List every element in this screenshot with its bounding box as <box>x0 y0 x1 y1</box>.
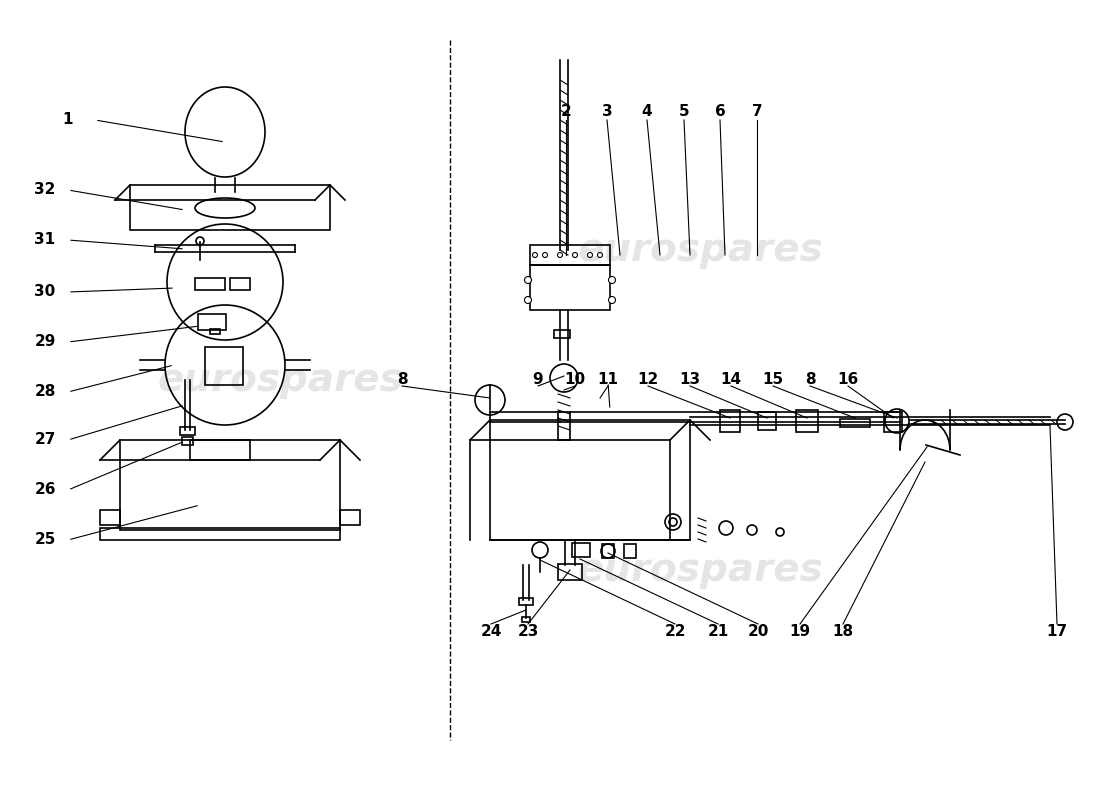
Bar <box>530 245 610 265</box>
Text: 22: 22 <box>664 625 685 639</box>
Text: 1: 1 <box>63 113 74 127</box>
Text: 25: 25 <box>34 533 56 547</box>
Text: 10: 10 <box>564 373 585 387</box>
Text: 17: 17 <box>1046 625 1068 639</box>
Text: 5: 5 <box>679 105 690 119</box>
Text: 30: 30 <box>34 285 56 299</box>
Circle shape <box>587 253 593 258</box>
Text: 2: 2 <box>561 105 571 119</box>
Bar <box>205 347 243 385</box>
Circle shape <box>597 253 603 258</box>
Text: 23: 23 <box>517 625 539 639</box>
Bar <box>884 412 902 432</box>
Circle shape <box>572 253 578 258</box>
Text: 31: 31 <box>34 233 56 247</box>
Bar <box>602 544 614 558</box>
Text: 20: 20 <box>747 625 769 639</box>
Bar <box>190 440 250 460</box>
Bar <box>530 265 610 310</box>
Text: 8: 8 <box>805 373 815 387</box>
Circle shape <box>525 297 531 303</box>
Text: 15: 15 <box>762 373 783 387</box>
Bar <box>195 278 226 290</box>
Bar <box>340 510 360 525</box>
Circle shape <box>196 237 204 245</box>
Bar <box>100 528 340 540</box>
Circle shape <box>558 253 562 258</box>
Bar <box>522 617 530 622</box>
Text: 4: 4 <box>641 105 652 119</box>
Text: 27: 27 <box>34 433 56 447</box>
Text: 32: 32 <box>34 182 56 198</box>
Bar <box>572 543 590 557</box>
Circle shape <box>608 297 616 303</box>
Bar <box>558 564 582 580</box>
Bar <box>758 412 776 430</box>
Bar <box>120 440 340 530</box>
Text: 9: 9 <box>532 373 543 387</box>
Bar <box>100 510 120 525</box>
Bar <box>490 420 690 540</box>
Bar <box>554 330 570 338</box>
Text: 29: 29 <box>34 334 56 350</box>
Text: 14: 14 <box>720 373 741 387</box>
Circle shape <box>525 277 531 283</box>
Text: 21: 21 <box>707 625 728 639</box>
Text: 13: 13 <box>680 373 701 387</box>
Text: 16: 16 <box>837 373 859 387</box>
Text: 8: 8 <box>397 373 407 387</box>
Bar <box>198 314 226 330</box>
Bar <box>624 544 636 558</box>
Bar <box>519 598 534 605</box>
Text: eurospares: eurospares <box>578 231 823 269</box>
Bar <box>180 427 195 435</box>
Text: 26: 26 <box>34 482 56 498</box>
Text: 7: 7 <box>751 105 762 119</box>
Bar <box>720 410 740 432</box>
Bar <box>182 437 192 445</box>
Text: 12: 12 <box>637 373 659 387</box>
Bar <box>796 410 818 432</box>
Bar <box>210 329 220 334</box>
Text: 24: 24 <box>481 625 502 639</box>
Circle shape <box>532 253 538 258</box>
Text: eurospares: eurospares <box>578 551 823 589</box>
Circle shape <box>542 253 548 258</box>
Bar <box>230 278 250 290</box>
Text: 19: 19 <box>790 625 811 639</box>
Bar <box>840 419 870 427</box>
Circle shape <box>608 277 616 283</box>
Text: 28: 28 <box>34 385 56 399</box>
Bar <box>130 185 330 230</box>
Text: 3: 3 <box>602 105 613 119</box>
Text: 6: 6 <box>715 105 725 119</box>
Text: eurospares: eurospares <box>157 361 403 399</box>
Text: 18: 18 <box>833 625 854 639</box>
Text: 11: 11 <box>597 373 618 387</box>
